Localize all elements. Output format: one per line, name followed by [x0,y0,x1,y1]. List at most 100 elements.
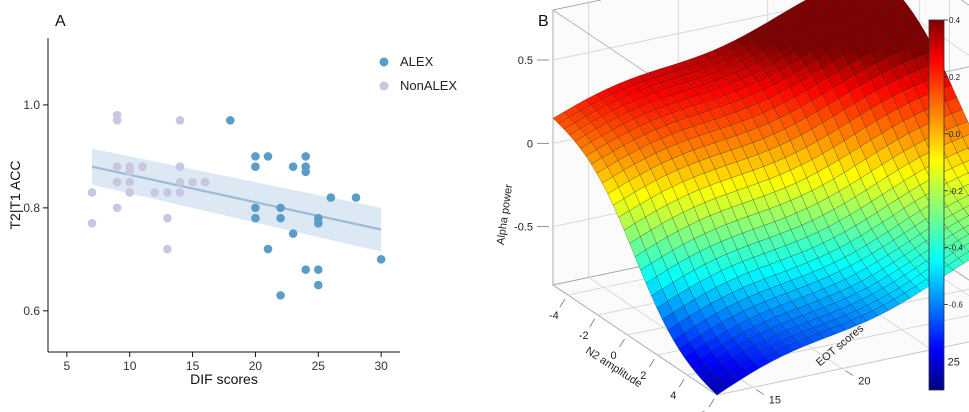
x-tick-label: 25 [312,359,326,373]
x-tick-mark-3d [649,358,655,368]
legend-marker-alex [379,57,389,67]
point-alex [288,162,298,171]
x-axis-label: DIF scores [190,371,258,387]
point-alex [276,291,285,300]
colorbar-tick-label: -0.4 [949,244,963,253]
point-alex [263,244,273,254]
x-ticks: 5 10 15 20 25 30 [64,352,388,373]
point-nonalex [163,213,172,223]
colorbar-tick-label: -0.2 [949,187,963,196]
data-points [87,110,386,300]
y-axis-label: T2|T1 ACC [7,161,23,230]
regression-line [91,165,382,231]
x-tick-mark-3d [559,298,566,308]
y-ticks: 0.6 0.8 1.0 [23,98,48,318]
x-tick-label-3d: -2 [579,330,589,342]
scatter-panel-a: A 0.6 0.8 1.0 5 10 15 20 25 30 DIF scores T2|T1… [7,13,457,387]
x-tick-label: 20 [249,359,263,373]
panel-b-label: B [538,13,549,30]
point-alex [301,167,311,177]
x-tick-mark-3d [708,398,715,408]
x-tick-label-3d: -4 [549,310,559,322]
point-nonalex [200,177,210,187]
point-alex [263,152,273,161]
colorbar-tick-label: 0.4 [949,16,961,25]
point-alex [301,265,311,274]
x-tick-label-3d: 6 [700,410,706,412]
colorbar-tick-label: -0.6 [949,301,963,310]
point-nonalex [125,177,135,187]
y-tick-mark-3d [755,389,764,395]
colorbar-tick-label: 0.2 [949,73,961,82]
point-nonalex [175,116,185,125]
colorbar-gradient [928,19,945,391]
point-nonalex [163,244,172,254]
point-nonalex [112,162,122,171]
y-tick-label-3d: 20 [858,376,870,388]
x-tick-label-3d: 2 [640,370,646,382]
z-tick-label: 0 [527,138,533,150]
3d-ticks: -0.500.5-4-2024615202530 [514,55,960,412]
y-tick-label: 1.0 [23,98,40,112]
x-tick-label-3d: 4 [670,390,676,402]
point-alex [251,203,260,213]
point-nonalex [175,162,185,171]
point-alex [276,213,285,223]
z-tick-label: -0.5 [514,222,533,234]
point-alex [376,255,386,264]
point-nonalex [87,188,97,197]
x-tick-label-3d: 0 [610,350,616,362]
colorbar-ticks: 0.4 0.2 0.0 -0.2 -0.4 -0.6 [944,16,963,310]
x-tick-label: 15 [186,359,200,373]
z-axis-label: Alpha power [495,183,515,246]
point-alex [326,193,336,202]
panel-a-label: A [55,13,66,30]
point-alex [225,116,235,125]
legend-marker-nonalex [379,81,389,91]
x-tick-mark-3d [678,378,685,388]
legend: ALEX NonALEX [379,54,457,93]
y-tick-label-3d: 25 [948,357,960,369]
surface-panel-b: B -0.500.5-4-2024615202530 Alpha power N… [495,0,969,412]
point-nonalex [175,188,185,197]
legend-label-alex: ALEX [400,54,434,69]
point-nonalex [137,162,147,171]
z-tick-label: 0.5 [518,55,533,67]
y-tick-label: 0.8 [23,201,40,215]
point-nonalex [125,188,135,197]
point-alex [301,152,311,161]
x-tick-mark-3d [589,318,596,328]
y-tick-label-3d: 15 [769,394,781,406]
x-tick-label: 10 [123,359,137,373]
point-nonalex [112,177,122,187]
point-nonalex [112,116,122,125]
point-alex [288,229,298,238]
point-alex [313,265,323,274]
axis-grid-line [716,341,969,396]
point-nonalex [150,188,160,197]
point-alex [276,203,285,213]
point-nonalex [163,188,172,197]
y-tick-label: 0.6 [23,304,40,318]
point-alex [251,162,260,171]
point-alex [313,219,323,228]
x-tick-label: 30 [374,359,388,373]
legend-label-nonalex: NonALEX [400,78,457,93]
colorbar-tick-label: 0.0 [949,130,961,139]
surface-mesh [552,0,969,396]
surface-cell [711,382,728,396]
point-alex [351,193,361,202]
point-nonalex [188,177,197,187]
colorbar: 0.4 0.2 0.0 -0.2 -0.4 -0.6 [928,16,963,391]
point-alex [313,280,323,290]
point-alex [251,152,260,161]
point-nonalex [112,203,122,213]
x-tick-mark-3d [619,338,625,348]
x-tick-label: 5 [64,359,71,373]
point-nonalex [175,177,185,187]
point-nonalex [87,219,97,228]
point-alex [251,213,260,223]
confidence-band [92,148,382,252]
y-tick-mark-3d [845,370,854,376]
